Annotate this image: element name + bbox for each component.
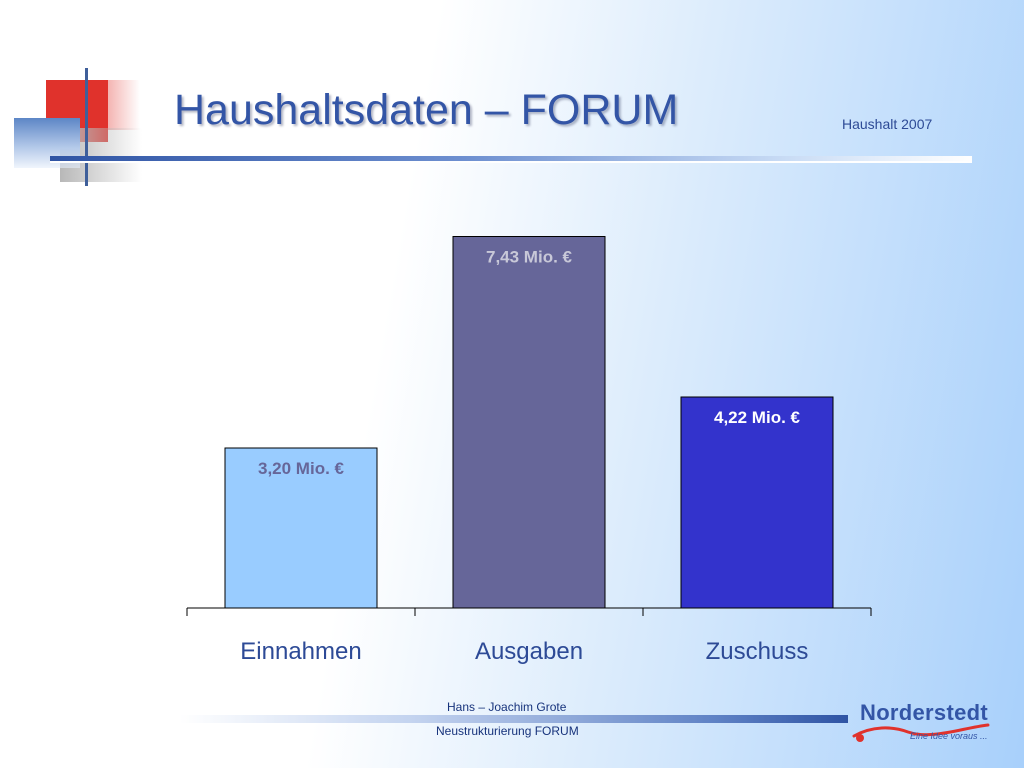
bar-ausgaben: [452, 236, 606, 609]
title-divider-highlight: [50, 161, 972, 163]
bar-zuschuss: [680, 396, 834, 609]
footer-project: Neustrukturierung FORUM: [436, 724, 579, 738]
x-tick-label: Zuschuss: [706, 638, 809, 665]
title-divider: [50, 156, 972, 161]
footer-author: Hans – Joachim Grote: [447, 700, 567, 714]
logo-name: Norderstedt: [860, 700, 988, 725]
page-subtitle: Haushalt 2007: [842, 116, 933, 132]
page-title: Haushaltsdaten – FORUM: [174, 86, 679, 134]
footer-divider: [180, 715, 848, 723]
red-fade-decoration: [92, 80, 140, 130]
norderstedt-logo: Norderstedt Eine Idee voraus ...: [852, 700, 992, 746]
logo-slogan: Eine Idee voraus ...: [910, 731, 988, 741]
data-label: 3,20 Mio. €: [258, 459, 345, 478]
data-label: 4,22 Mio. €: [714, 408, 801, 427]
bar-einnahmen: [224, 447, 378, 609]
vertical-line-decoration: [85, 68, 88, 186]
x-tick-label: Einnahmen: [240, 638, 361, 665]
x-tick-label: Ausgaben: [475, 638, 583, 665]
data-label: 7,43 Mio. €: [486, 248, 573, 267]
logo-wave-icon: [852, 723, 990, 742]
